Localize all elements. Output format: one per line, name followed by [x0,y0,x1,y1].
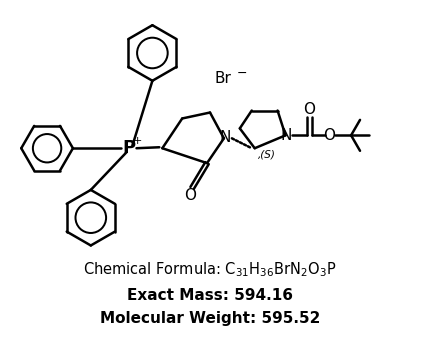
Text: O: O [303,102,315,117]
Text: P: P [122,139,135,157]
Text: −: − [237,67,247,80]
Text: Exact Mass: 594.16: Exact Mass: 594.16 [127,287,293,303]
Text: +: + [133,136,142,146]
Text: O: O [184,188,196,203]
Text: N: N [219,130,231,145]
Text: N: N [281,128,292,143]
Text: Chemical Formula: $\mathregular{C_{31}H_{36}BrN_2O_3P}$: Chemical Formula: $\mathregular{C_{31}H_… [83,260,337,279]
Text: O: O [323,128,335,143]
Text: Br: Br [215,71,232,86]
Text: ,(S): ,(S) [258,149,276,159]
Text: Molecular Weight: 595.52: Molecular Weight: 595.52 [100,311,320,326]
